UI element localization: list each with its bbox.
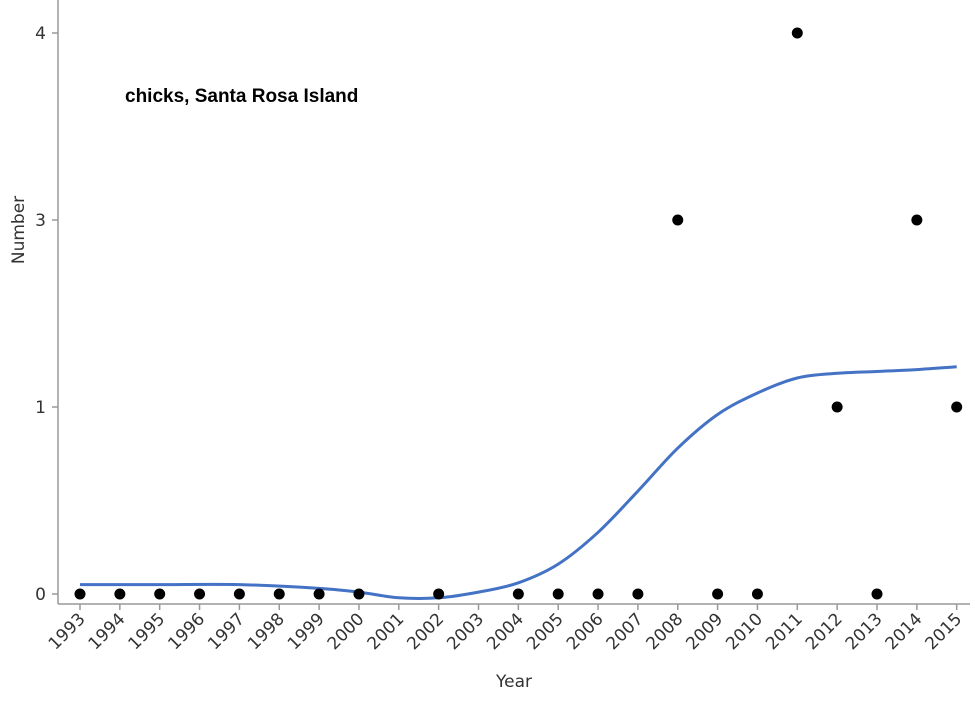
y-tick-label: 0 <box>35 585 46 605</box>
data-point <box>592 588 604 600</box>
x-tick-label: 2007 <box>603 609 648 654</box>
x-tick-label: 2002 <box>403 609 448 654</box>
x-tick-label: 1999 <box>284 609 329 654</box>
x-tick-label: 2009 <box>682 609 727 654</box>
data-points <box>74 27 963 600</box>
data-point <box>871 588 883 600</box>
x-tick-label: 2008 <box>643 609 688 654</box>
chart-annotation: chicks, Santa Rosa Island <box>125 86 358 107</box>
data-point <box>831 401 843 413</box>
x-axis-title: Year <box>495 672 532 692</box>
data-point <box>233 588 245 600</box>
data-point <box>512 588 524 600</box>
x-tick-label: 1996 <box>164 609 209 654</box>
data-point <box>951 401 963 413</box>
x-axis-ticks: 1993199419951996199719981999200020012002… <box>45 604 966 654</box>
data-point <box>552 588 564 600</box>
x-tick-label: 2015 <box>922 609 967 654</box>
y-tick-label: 1 <box>35 398 46 418</box>
x-tick-label: 2011 <box>762 609 807 654</box>
data-point <box>433 588 445 600</box>
x-tick-label: 1998 <box>244 609 289 654</box>
data-point <box>194 588 206 600</box>
data-point <box>672 214 684 226</box>
data-point <box>911 214 923 226</box>
data-point <box>154 588 166 600</box>
x-tick-label: 1997 <box>204 609 249 654</box>
data-point <box>313 588 325 600</box>
x-tick-label: 2010 <box>722 609 767 654</box>
data-point <box>353 588 365 600</box>
data-point <box>273 588 285 600</box>
data-point <box>74 588 86 600</box>
data-point <box>114 588 126 600</box>
y-axis-ticks: 0 1 3 4 <box>35 24 58 605</box>
y-tick-label: 3 <box>35 211 46 231</box>
data-point <box>791 27 803 39</box>
y-axis-title: Number <box>9 196 29 264</box>
y-tick-label: 4 <box>35 24 46 44</box>
x-tick-label: 2013 <box>842 609 887 654</box>
smooth-fit-line <box>80 365 957 600</box>
x-tick-label: 1995 <box>124 609 169 654</box>
data-point <box>751 588 763 600</box>
x-tick-label: 2012 <box>802 609 847 654</box>
x-tick-label: 2000 <box>324 609 369 654</box>
x-tick-label: 2004 <box>483 609 528 654</box>
x-tick-label: 2001 <box>364 609 409 654</box>
data-point <box>632 588 644 600</box>
x-tick-label: 1994 <box>85 609 130 654</box>
x-tick-label: 2003 <box>443 609 488 654</box>
x-tick-label: 2014 <box>882 609 927 654</box>
x-tick-label: 1993 <box>45 609 90 654</box>
data-point <box>712 588 724 600</box>
x-tick-label: 2006 <box>563 609 608 654</box>
x-tick-label: 2005 <box>523 609 568 654</box>
